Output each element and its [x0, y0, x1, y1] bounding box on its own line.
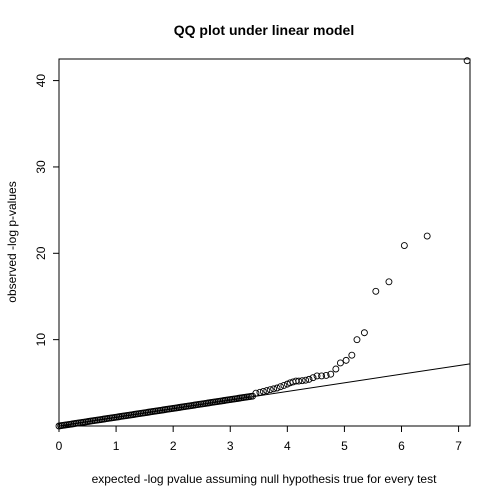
- data-point: [309, 374, 317, 382]
- y-tick-label: 20: [34, 246, 48, 260]
- data-point: [256, 388, 264, 396]
- data-point: [313, 372, 321, 380]
- data-point: [295, 377, 303, 385]
- data-point: [270, 385, 278, 393]
- x-tick-label: 4: [284, 439, 291, 453]
- data-point: [273, 384, 281, 392]
- data-point: [252, 389, 260, 397]
- data-point: [336, 359, 344, 367]
- chart-title: QQ plot under linear model: [174, 22, 354, 38]
- data-point: [298, 377, 306, 385]
- data-point: [327, 370, 335, 378]
- x-axis: 0 1 2 3 4 5 6 7: [56, 426, 462, 453]
- data-point: [385, 278, 393, 286]
- data-point: [332, 365, 340, 373]
- data-point: [277, 383, 284, 391]
- x-tick-label: 0: [56, 439, 63, 453]
- plot-frame: [58, 58, 471, 427]
- data-point: [259, 388, 267, 395]
- x-tick-label: 7: [455, 439, 462, 453]
- data-point: [318, 372, 326, 380]
- y-tick-label: 30: [34, 160, 48, 174]
- data-point: [400, 242, 408, 249]
- data-point: [263, 387, 271, 395]
- data-point: [353, 336, 361, 344]
- data-point: [372, 287, 380, 295]
- data-points: [55, 57, 471, 430]
- data-point: [423, 232, 431, 240]
- data-point: [266, 386, 274, 394]
- data-point: [280, 381, 288, 389]
- data-point: [348, 351, 356, 359]
- x-tick-label: 2: [170, 439, 177, 453]
- x-axis-label: expected -log pvalue assuming null hypot…: [92, 472, 438, 486]
- data-point: [305, 375, 313, 383]
- data-point: [342, 356, 350, 364]
- y-tick-label: 10: [34, 333, 48, 347]
- data-point: [360, 329, 368, 337]
- y-axis-label: observed -log p-values: [5, 181, 19, 302]
- data-point: [463, 57, 471, 65]
- x-tick-label: 5: [341, 439, 348, 453]
- data-point: [322, 372, 330, 379]
- y-tick-label: 40: [34, 74, 48, 88]
- x-tick-label: 3: [227, 439, 234, 453]
- x-tick-label: 6: [398, 439, 405, 453]
- data-point: [302, 376, 310, 384]
- x-tick-label: 1: [113, 439, 120, 453]
- y-axis: 10 20 30 40: [34, 74, 59, 347]
